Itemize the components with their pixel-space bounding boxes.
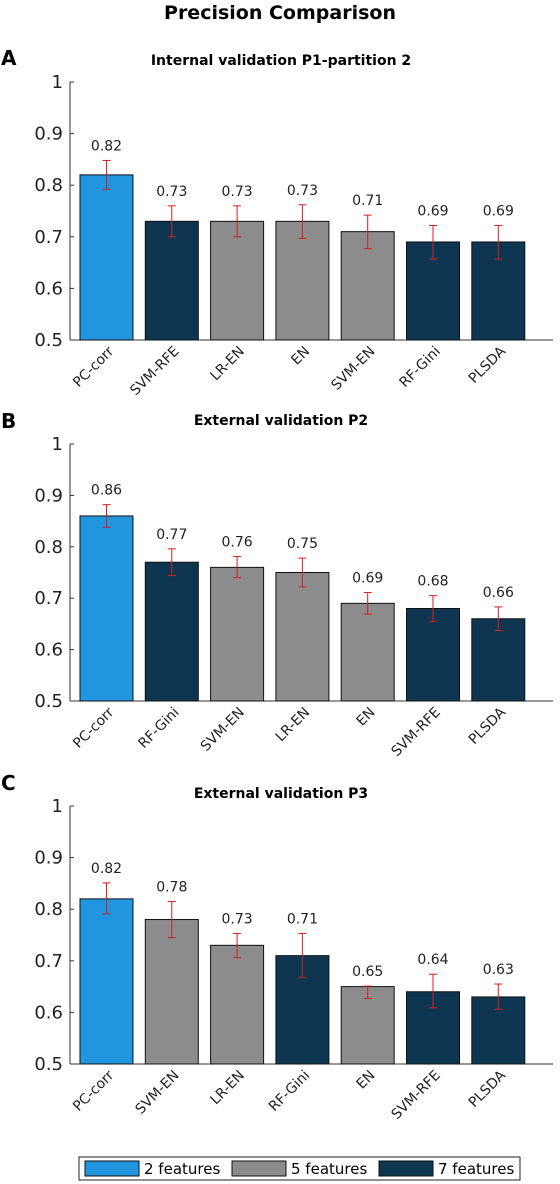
data-label: 0.69 <box>483 203 514 219</box>
x-tick-label: PC-corr <box>70 1067 117 1114</box>
panel-title: External validation P2 <box>194 413 368 429</box>
bar-pc-corr <box>79 898 134 1065</box>
x-tick-label: SVM-EN <box>328 344 378 394</box>
data-label: 0.73 <box>222 911 253 927</box>
y-tick-label: 0.8 <box>34 175 63 196</box>
x-tick-label: PC-corr <box>70 704 117 751</box>
x-tick-label: PLSDA <box>466 704 510 748</box>
legend-swatch <box>378 1160 434 1177</box>
panel-letter: C <box>1 771 16 795</box>
bar-svm-en <box>144 919 199 1065</box>
y-tick-label: 1 <box>52 434 63 455</box>
y-tick-label: 0.9 <box>34 124 63 145</box>
data-label: 0.77 <box>156 527 187 543</box>
data-label: 0.86 <box>91 483 122 499</box>
x-tick-label: PC-corr <box>70 343 117 390</box>
x-tick-label: PLSDA <box>466 343 510 387</box>
bar-en <box>275 220 330 341</box>
bar-plsda <box>471 996 526 1065</box>
bar-svm-en <box>340 231 395 341</box>
data-label: 0.73 <box>287 183 318 199</box>
data-label: 0.73 <box>156 184 187 200</box>
x-tick-label: RF-Gini <box>397 344 444 391</box>
x-tick-label: EN <box>288 344 313 369</box>
y-tick-label: 0.5 <box>34 330 63 351</box>
y-tick-label: 0.9 <box>34 848 63 869</box>
bar-lr-en <box>275 572 330 702</box>
data-label: 0.69 <box>352 571 383 587</box>
bar-plsda <box>471 241 526 341</box>
x-tick-label: RF-Gini <box>266 1068 313 1115</box>
y-tick-label: 0.7 <box>34 951 63 972</box>
figure-title: Precision Comparison <box>164 2 396 24</box>
x-tick-label: SVM-RFE <box>389 1068 444 1123</box>
data-label: 0.76 <box>222 535 253 551</box>
y-tick-label: 1 <box>52 796 63 817</box>
x-tick-label: LR-EN <box>273 705 314 746</box>
y-tick-label: 0.7 <box>34 588 63 609</box>
legend-label: 7 features <box>438 1160 514 1178</box>
bar-svm-rfe <box>144 220 199 341</box>
bar-plsda <box>471 618 526 702</box>
y-tick-label: 1 <box>52 72 63 93</box>
data-label: 0.68 <box>417 574 448 590</box>
x-tick-label: SVM-RFE <box>127 344 182 399</box>
x-tick-label: SVM-EN <box>132 1068 182 1118</box>
bar-svm-en <box>210 566 265 702</box>
legend-swatch <box>84 1160 140 1177</box>
x-tick-label: SVM-RFE <box>389 705 444 760</box>
y-tick-label: 0.6 <box>34 278 63 299</box>
data-label: 0.71 <box>287 911 318 927</box>
data-label: 0.82 <box>91 138 122 154</box>
bar-rf-gini <box>144 561 199 702</box>
legend: 2 features 5 features 7 features <box>78 1156 521 1181</box>
panel-title: Internal validation P1-partition 2 <box>151 53 411 69</box>
x-tick-label: PLSDA <box>466 1067 510 1111</box>
data-label: 0.78 <box>156 879 187 895</box>
bar-svm-rfe <box>406 607 460 702</box>
x-tick-label: LR-EN <box>207 344 248 385</box>
y-tick-label: 0.5 <box>34 1054 63 1075</box>
data-label: 0.64 <box>417 952 448 968</box>
bar-en <box>340 986 395 1065</box>
x-tick-label: RF-Gini <box>135 705 182 752</box>
panel-title: External validation P3 <box>194 786 368 802</box>
y-tick-label: 0.6 <box>34 1002 63 1023</box>
legend-label: 5 features <box>291 1160 367 1178</box>
y-tick-label: 0.7 <box>34 227 63 248</box>
x-tick-label: EN <box>354 1068 379 1093</box>
data-label: 0.66 <box>483 585 514 601</box>
bar-en <box>340 602 395 702</box>
panel-letter: A <box>1 46 17 70</box>
bar-lr-en <box>210 944 265 1065</box>
y-tick-label: 0.8 <box>34 899 63 920</box>
panel-a: A Internal validation P1-partition 2 0.5 0.… <box>1 46 553 399</box>
chart-panels: A Internal validation P1-partition 2 0.5 0.… <box>1 46 553 1123</box>
data-label: 0.71 <box>352 193 383 209</box>
data-label: 0.82 <box>91 861 122 877</box>
data-label: 0.65 <box>352 964 383 980</box>
panel-letter: B <box>1 409 16 433</box>
x-tick-label: EN <box>354 705 379 730</box>
data-label: 0.69 <box>417 203 448 219</box>
legend-swatch <box>231 1160 287 1177</box>
bar-pc-corr <box>79 174 134 341</box>
x-tick-label: LR-EN <box>207 1068 248 1109</box>
panel-c: C External validation P3 0.5 0.6 0.7 0.8 0.9 1 0… <box>1 771 553 1123</box>
x-tick-label: SVM-EN <box>198 705 248 755</box>
data-label: 0.63 <box>483 962 514 978</box>
bar-pc-corr <box>79 515 134 702</box>
legend-label: 2 features <box>144 1160 220 1178</box>
y-tick-label: 0.9 <box>34 485 63 506</box>
data-label: 0.75 <box>287 536 318 552</box>
y-tick-label: 0.5 <box>34 691 63 712</box>
data-label: 0.73 <box>222 184 253 200</box>
panel-b: B External validation P2 0.5 0.6 0.7 0.8 0.9 1 0… <box>1 409 553 760</box>
y-tick-label: 0.8 <box>34 537 63 558</box>
bar-lr-en <box>210 220 265 341</box>
y-tick-label: 0.6 <box>34 640 63 661</box>
